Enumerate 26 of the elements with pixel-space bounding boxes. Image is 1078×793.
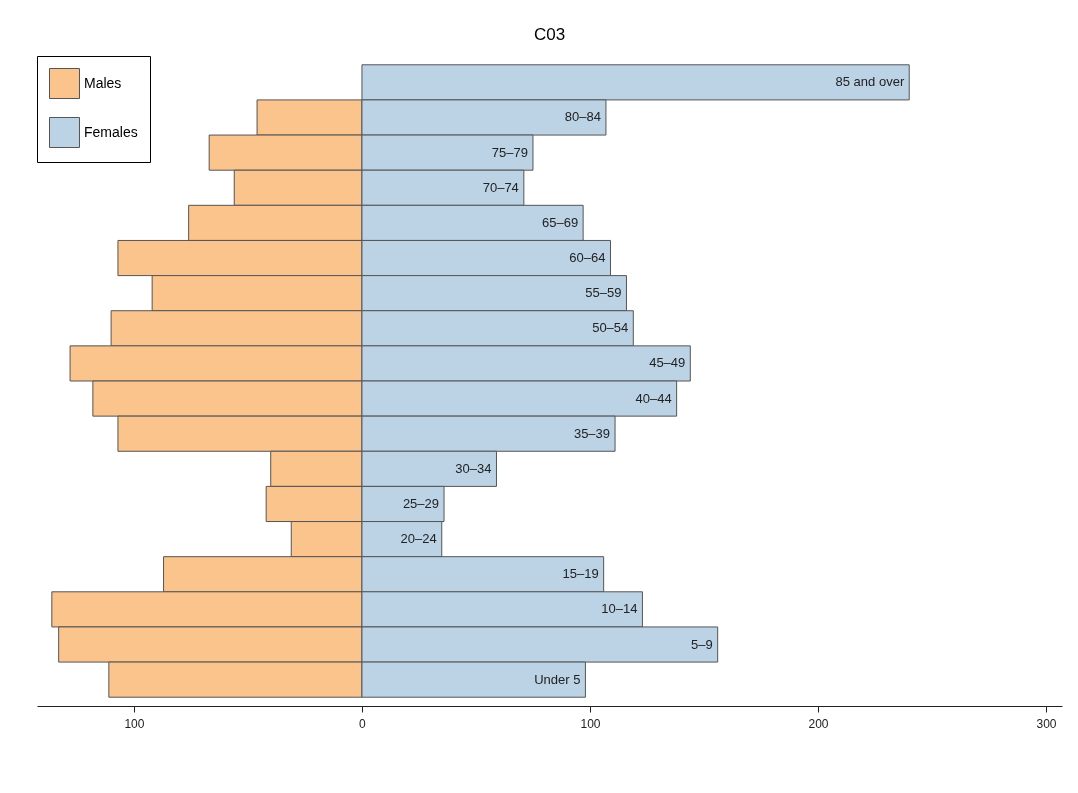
x-tick-label: 100 xyxy=(124,716,145,731)
y-tick-label: 15–19 xyxy=(562,566,599,582)
y-tick-label: 5–9 xyxy=(690,636,713,652)
y-tick-label: 60–64 xyxy=(569,250,606,266)
legend-label: Males xyxy=(84,74,122,91)
y-tick-label: 35–39 xyxy=(573,425,611,441)
y-tick-label: 20–24 xyxy=(400,531,437,547)
y-tick-label: 85 and over xyxy=(835,74,905,90)
x-tick-label: 0 xyxy=(359,716,367,731)
y-tick-label: 55–59 xyxy=(585,285,622,301)
x-tick-label: 300 xyxy=(1036,716,1057,731)
y-tick-label: 65–69 xyxy=(541,214,579,230)
x-tick-label: 200 xyxy=(808,716,829,731)
y-tick-label: 25–29 xyxy=(402,495,440,511)
legend-label: Females xyxy=(84,123,138,140)
x-tick-label: 100 xyxy=(580,716,601,731)
y-tick-label: 50–54 xyxy=(592,320,629,336)
y-tick-label: 10–14 xyxy=(601,601,638,617)
y-tick-label: 75–79 xyxy=(491,144,528,160)
y-tick-label: 70–74 xyxy=(482,179,519,195)
y-tick-label: 80–84 xyxy=(564,109,601,125)
y-tick-label: 30–34 xyxy=(455,460,492,476)
y-tick-label: 45–49 xyxy=(649,355,686,371)
chart-title: C03 xyxy=(533,24,566,44)
y-tick-label: 40–44 xyxy=(635,390,672,406)
y-tick-label: Under 5 xyxy=(534,671,581,687)
